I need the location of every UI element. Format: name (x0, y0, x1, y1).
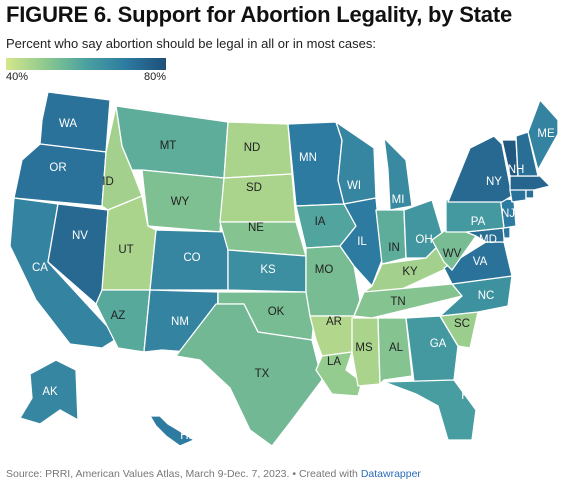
state-label-wv: WV (443, 248, 462, 260)
state-label-md: MD (479, 234, 497, 246)
source-text: Source: PRRI, American Values Atlas, Mar… (6, 468, 361, 480)
state-la[interactable] (315, 351, 363, 397)
state-label-hi: HI (180, 430, 192, 442)
legend-max-label: 80% (143, 71, 166, 83)
state-az[interactable] (95, 289, 151, 353)
state-label-in: IN (388, 242, 400, 254)
state-label-ok: OK (268, 306, 285, 318)
state-mi[interactable] (383, 137, 413, 211)
state-label-wi: WI (347, 180, 361, 192)
state-label-ri: RI (532, 190, 544, 202)
state-label-wa: WA (59, 118, 77, 130)
state-label-tn: TN (390, 296, 405, 308)
state-or[interactable] (13, 143, 107, 207)
state-label-id: ID (102, 176, 114, 188)
state-label-mn: MN (299, 152, 317, 164)
state-label-nj: NJ (501, 208, 515, 220)
legend-min-label: 40% (6, 71, 29, 83)
state-label-ne: NE (248, 222, 264, 234)
state-ma[interactable] (509, 175, 551, 191)
state-tn[interactable] (353, 283, 463, 319)
state-label-oh: OH (415, 234, 432, 246)
state-label-me: ME (537, 128, 555, 140)
state-al[interactable] (377, 317, 413, 385)
state-label-ny: NY (486, 176, 502, 188)
state-label-fl: FL (461, 390, 475, 402)
state-label-sd: SD (246, 182, 262, 194)
state-label-az: AZ (111, 310, 126, 322)
legend-gradient-bar (6, 58, 166, 70)
state-ak[interactable] (19, 359, 79, 425)
source-footer: Source: PRRI, American Values Atlas, Mar… (6, 468, 421, 480)
state-fl[interactable] (383, 379, 477, 441)
state-label-mi: MI (392, 194, 405, 206)
state-tx[interactable] (175, 303, 323, 447)
state-label-ak: AK (42, 386, 58, 398)
state-label-ms: MS (355, 342, 373, 354)
state-label-il: IL (357, 236, 367, 248)
state-label-tx: TX (255, 368, 270, 380)
state-label-ia: IA (315, 216, 326, 228)
legend-labels: 40% 80% (6, 70, 166, 84)
state-label-nd: ND (244, 142, 261, 154)
state-label-or: OR (49, 162, 66, 174)
chart-title: FIGURE 6. Support for Abortion Legality,… (6, 2, 512, 27)
state-label-nm: NM (171, 316, 189, 328)
state-label-ar: AR (326, 316, 342, 328)
state-nh[interactable] (515, 131, 539, 177)
state-hi[interactable] (149, 415, 195, 447)
state-in[interactable] (375, 209, 407, 265)
state-label-mt: MT (160, 140, 177, 152)
state-label-co: CO (183, 252, 200, 264)
state-label-va: VA (473, 256, 488, 268)
state-label-sc: SC (454, 318, 470, 330)
state-label-wy: WY (171, 196, 190, 208)
state-label-nv: NV (72, 230, 88, 242)
state-il[interactable] (339, 197, 383, 287)
state-label-ky: KY (402, 266, 418, 278)
state-label-al: AL (389, 342, 404, 354)
state-label-ca: CA (32, 262, 48, 274)
state-ga[interactable] (405, 315, 459, 383)
state-label-nh: NH (508, 164, 525, 176)
state-ms[interactable] (351, 317, 381, 387)
state-label-ut: UT (118, 244, 133, 256)
state-label-pa: PA (471, 216, 486, 228)
state-va[interactable] (443, 241, 513, 285)
state-me[interactable] (527, 99, 559, 171)
state-ny[interactable] (447, 135, 513, 203)
state-label-la: LA (327, 356, 341, 368)
color-legend: 40% 80% (6, 58, 166, 84)
state-label-nc: NC (478, 290, 495, 302)
state-label-ga: GA (430, 338, 447, 350)
datawrapper-link[interactable]: Datawrapper (360, 468, 421, 480)
chart-subtitle: Percent who say abortion should be legal… (6, 36, 376, 51)
state-label-ks: KS (260, 264, 276, 276)
state-label-mo: MO (315, 264, 334, 276)
